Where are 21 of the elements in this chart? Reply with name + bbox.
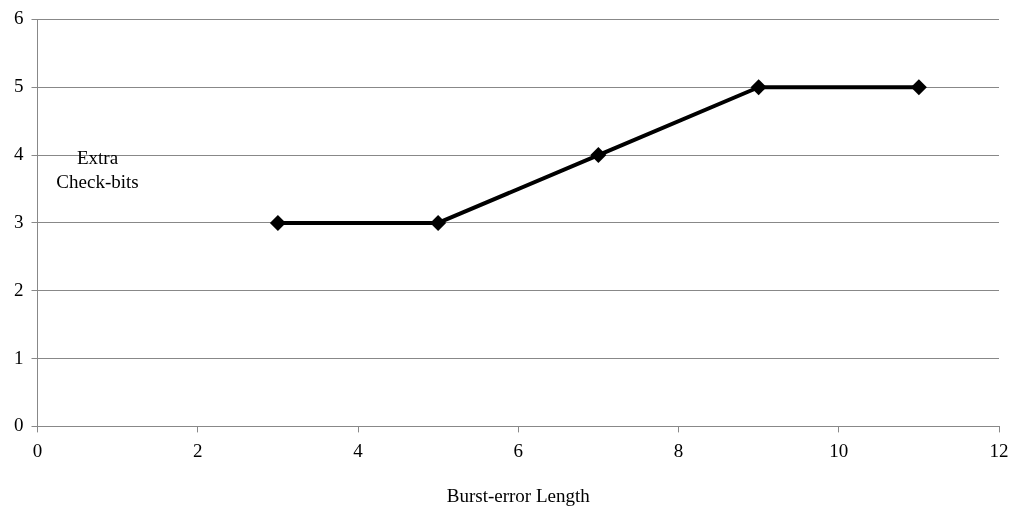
- x-tick-label: 6: [513, 439, 523, 461]
- x-tick-label: 4: [353, 439, 364, 461]
- x-tick-label: 8: [673, 439, 684, 461]
- y-tick-label: 5: [14, 75, 24, 97]
- point: [430, 214, 447, 231]
- point: [910, 79, 927, 96]
- x-tick-label: 10: [829, 439, 849, 461]
- point: [750, 79, 767, 96]
- y-tick-label: 4: [14, 143, 24, 165]
- y-tick-label: 3: [14, 210, 24, 232]
- y-axis-title: Extra Check-bits: [56, 147, 139, 193]
- x-tick-label: 2: [193, 439, 203, 461]
- x-tick-label: 12: [989, 439, 1009, 461]
- point: [590, 147, 607, 164]
- point: [269, 214, 286, 231]
- y-tick-label: 2: [14, 278, 24, 300]
- y-tick-label: 1: [14, 346, 24, 368]
- x-axis-title: Burst-error Length: [446, 484, 591, 506]
- x-tick-label: 0: [32, 439, 43, 461]
- y-tick-label: 0: [14, 414, 24, 436]
- y-tick-label: 6: [14, 7, 24, 29]
